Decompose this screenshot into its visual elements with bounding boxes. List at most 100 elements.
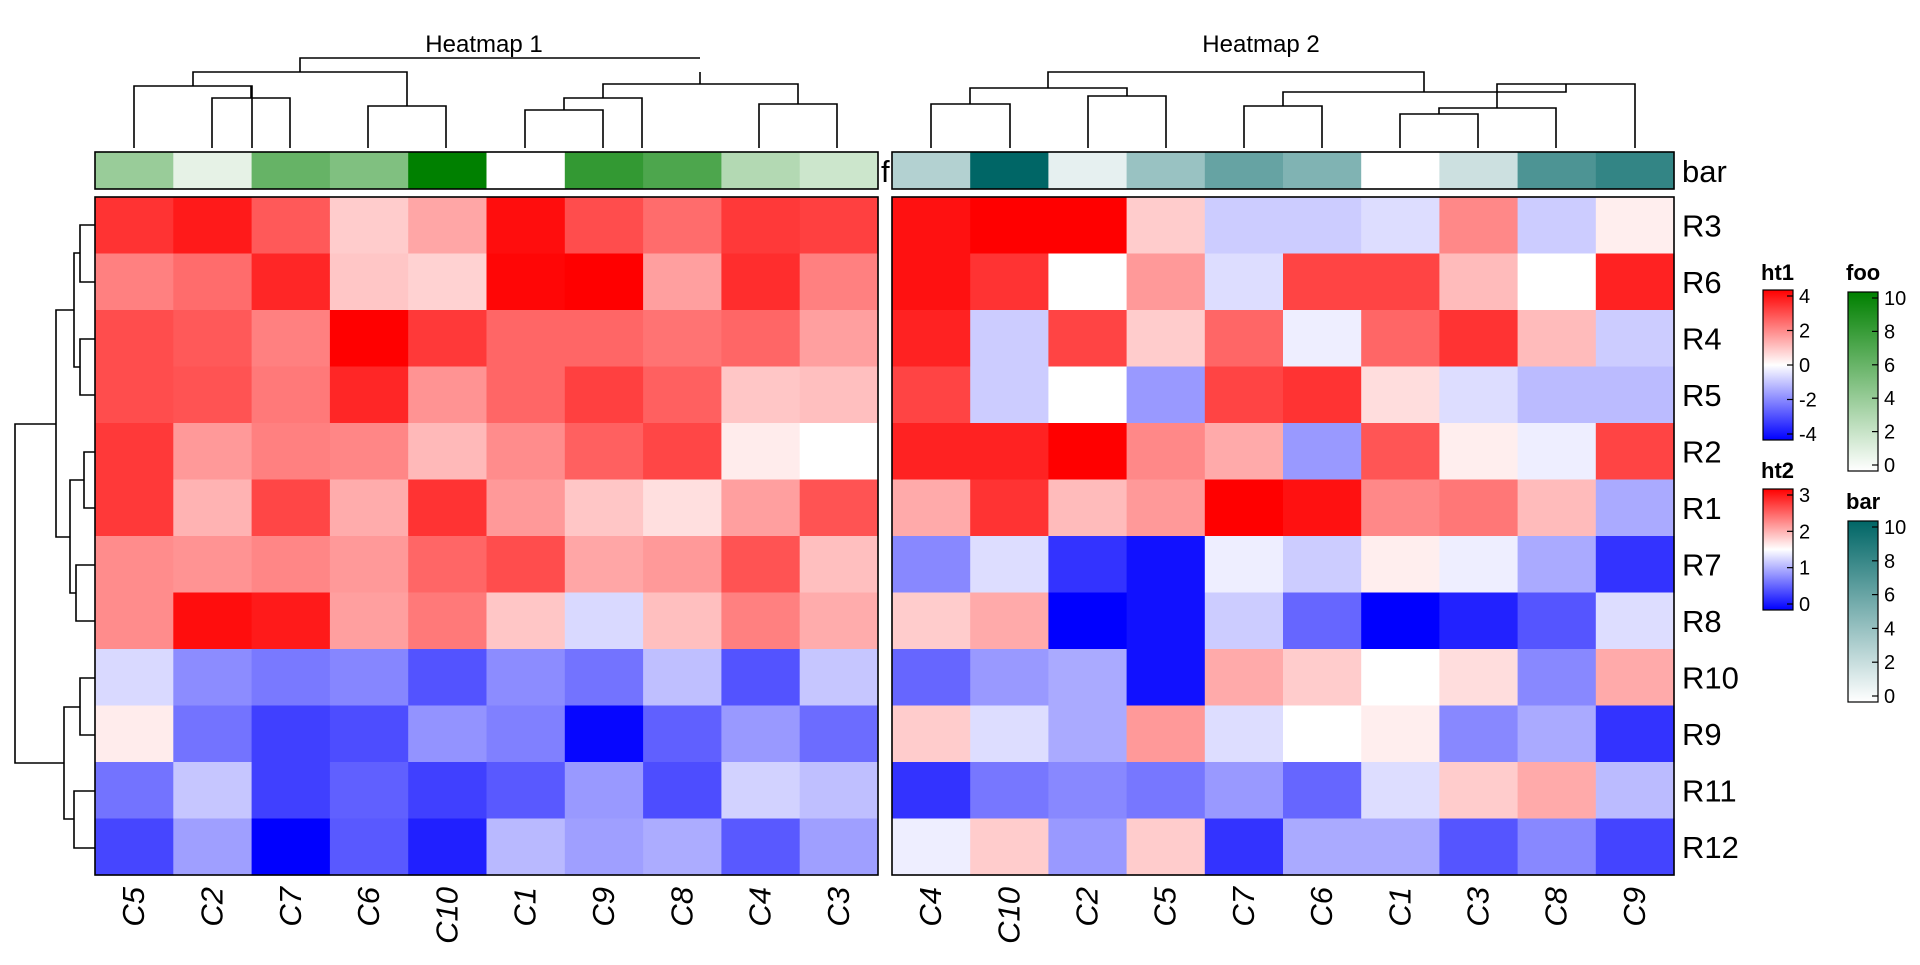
- heatmap-2-cell-R12-C4: [892, 818, 971, 876]
- legend-foo-tick-label: 10: [1884, 288, 1906, 310]
- legend-foo-tick-label: 4: [1884, 388, 1895, 410]
- row-dendrogram: [14, 224, 95, 849]
- heatmap-1-cell-R10-C5: [95, 649, 174, 707]
- heatmap-1-cell-R3-C8: [643, 197, 722, 255]
- heatmap-2-cell-R5-C8: [1517, 366, 1597, 424]
- row-label-R2: R2: [1682, 434, 1722, 469]
- heatmap-1-cell-R3-C7: [251, 197, 331, 255]
- heatmap-2-cell-R3-C10: [970, 197, 1049, 255]
- heatmap-2-cell-R2-C10: [970, 423, 1049, 481]
- heatmap-2-cell-R11-C1: [1361, 762, 1440, 820]
- column-label-1-C6: C6: [351, 886, 386, 926]
- annotation-foo-cell-C2: [173, 152, 253, 189]
- heatmap-1-cell-R2-C9: [564, 423, 644, 481]
- heatmap-2-cell-R2-C6: [1283, 423, 1362, 481]
- heatmap-2-cell-R11-C9: [1595, 762, 1675, 820]
- heatmap-1-cell-R7-C2: [173, 536, 253, 594]
- heatmap-1-title: Heatmap 1: [425, 31, 542, 58]
- heatmap-2-cell-R5-C1: [1361, 366, 1440, 424]
- column-labels-2: C4 C10 C2 C5 C7 C6 C1 C3 C8 C9: [913, 885, 1652, 944]
- heatmap-1-cell-R11-C4: [721, 762, 801, 820]
- heatmap-1-cell-R12-C6: [329, 818, 409, 876]
- heatmap-1-cell-R7-C1: [486, 536, 566, 594]
- heatmap-1-cell-R11-C8: [643, 762, 722, 820]
- heatmap-1-body: [95, 197, 879, 876]
- heatmap-2-cell-R2-C4: [892, 423, 971, 481]
- heatmap-1-cell-R6-C9: [564, 253, 644, 311]
- heatmap-2-cell-R8-C10: [970, 592, 1049, 650]
- legend-ht1-title: ht1: [1761, 260, 1794, 285]
- annotation-bar: [892, 152, 1675, 189]
- heatmap-2-cell-R12-C8: [1517, 818, 1597, 876]
- heatmap-1-cell-R8-C2: [173, 592, 253, 650]
- heatmap-1-cell-R12-C1: [486, 818, 566, 876]
- heatmap-2-cell-R2-C3: [1439, 423, 1519, 481]
- legend-ht1-tick-label: 0: [1799, 355, 1810, 377]
- heatmap-2-cell-R5-C5: [1126, 366, 1206, 424]
- heatmap-2-cell-R7-C6: [1283, 536, 1362, 594]
- column-label-2-C6: C6: [1304, 886, 1339, 926]
- row-labels: R3 R6 R4 R5 R2 R1 R7 R8 R10 R9 R11 R12: [1682, 208, 1739, 864]
- heatmap-1-cell-R6-C2: [173, 253, 253, 311]
- heatmap-1-cell-R4-C3: [799, 310, 879, 368]
- heatmap-2-cell-R1-C2: [1048, 479, 1128, 537]
- heatmap-2-cell-R5-C10: [970, 366, 1049, 424]
- heatmap-2-cell-R12-C1: [1361, 818, 1440, 876]
- heatmap-2-cell-R7-C9: [1595, 536, 1675, 594]
- heatmap-2-cell-R3-C1: [1361, 197, 1440, 255]
- heatmap-2-cell-R3-C5: [1126, 197, 1206, 255]
- heatmap-2-cell-R7-C10: [970, 536, 1049, 594]
- heatmap-2-cell-R10-C6: [1283, 649, 1362, 707]
- heatmap-2-cell-R7-C3: [1439, 536, 1519, 594]
- heatmap-1-cell-R1-C4: [721, 479, 801, 537]
- heatmap-2-cell-R1-C9: [1595, 479, 1675, 537]
- heatmap-2-cell-R6-C6: [1283, 253, 1362, 311]
- heatmap-2-cell-R10-C1: [1361, 649, 1440, 707]
- heatmap-1-cell-R7-C6: [329, 536, 409, 594]
- annotation-bar-cell-C10: [970, 152, 1049, 189]
- heatmap-2-cell-R10-C7: [1204, 649, 1284, 707]
- legend-ht1-tick-label: 4: [1799, 286, 1810, 308]
- heatmap-2-cell-R9-C8: [1517, 705, 1597, 763]
- legend-ht1-tick-label: -4: [1799, 424, 1817, 446]
- annotation-foo-cell-C1: [486, 152, 566, 189]
- legend-ht1-ticks: 4 2 0 -2 -4: [1787, 286, 1817, 446]
- heatmap-1-cell-R11-C3: [799, 762, 879, 820]
- heatmap-2-cell-R3-C2: [1048, 197, 1128, 255]
- heatmap-1-cell-R5-C7: [251, 366, 331, 424]
- heatmap-1-cell-R11-C9: [564, 762, 644, 820]
- heatmap-2-cell-R4-C3: [1439, 310, 1519, 368]
- heatmap-1-cell-R3-C2: [173, 197, 253, 255]
- row-label-R9: R9: [1682, 717, 1722, 752]
- heatmap-1-cell-R2-C8: [643, 423, 722, 481]
- heatmap-2-cell-R1-C7: [1204, 479, 1284, 537]
- heatmap-2-cell-R2-C9: [1595, 423, 1675, 481]
- heatmap-2-cell-R6-C3: [1439, 253, 1519, 311]
- heatmap-1-cell-R6-C1: [486, 253, 566, 311]
- heatmap-1-cell-R10-C4: [721, 649, 801, 707]
- legend-foo-tick-label: 2: [1884, 422, 1895, 444]
- heatmap-1-cell-R12-C7: [251, 818, 331, 876]
- heatmap-2-cell-R2-C1: [1361, 423, 1440, 481]
- heatmap-2-cell-R3-C3: [1439, 197, 1519, 255]
- heatmap-2-cell-R8-C8: [1517, 592, 1597, 650]
- annotation-bar-cell-C9: [1595, 152, 1675, 189]
- legend-bar-tick-label: 6: [1884, 585, 1895, 607]
- heatmap-2-cell-R9-C6: [1283, 705, 1362, 763]
- heatmap-1-cell-R12-C2: [173, 818, 253, 876]
- legend-ht2-bar: [1762, 488, 1794, 611]
- legend-bar-tick-label: 2: [1884, 652, 1895, 674]
- heatmap-1-cell-R6-C3: [799, 253, 879, 311]
- row-label-R5: R5: [1682, 378, 1722, 413]
- heatmap-1-cell-R2-C6: [329, 423, 409, 481]
- heatmap-1-cell-R3-C4: [721, 197, 801, 255]
- heatmap-1-cell-R9-C5: [95, 705, 174, 763]
- heatmap-1-cell-R8-C4: [721, 592, 801, 650]
- heatmap-1-cell-R8-C8: [643, 592, 722, 650]
- heatmap-1-cell-R2-C1: [486, 423, 566, 481]
- heatmap-1-cell-R8-C7: [251, 592, 331, 650]
- heatmap-2-cell-R11-C4: [892, 762, 971, 820]
- heatmap-1-cell-R6-C7: [251, 253, 331, 311]
- legend-ht1: ht1 4 2 0 -2 -4: [1761, 260, 1817, 446]
- heatmap-1-cell-R3-C6: [329, 197, 409, 255]
